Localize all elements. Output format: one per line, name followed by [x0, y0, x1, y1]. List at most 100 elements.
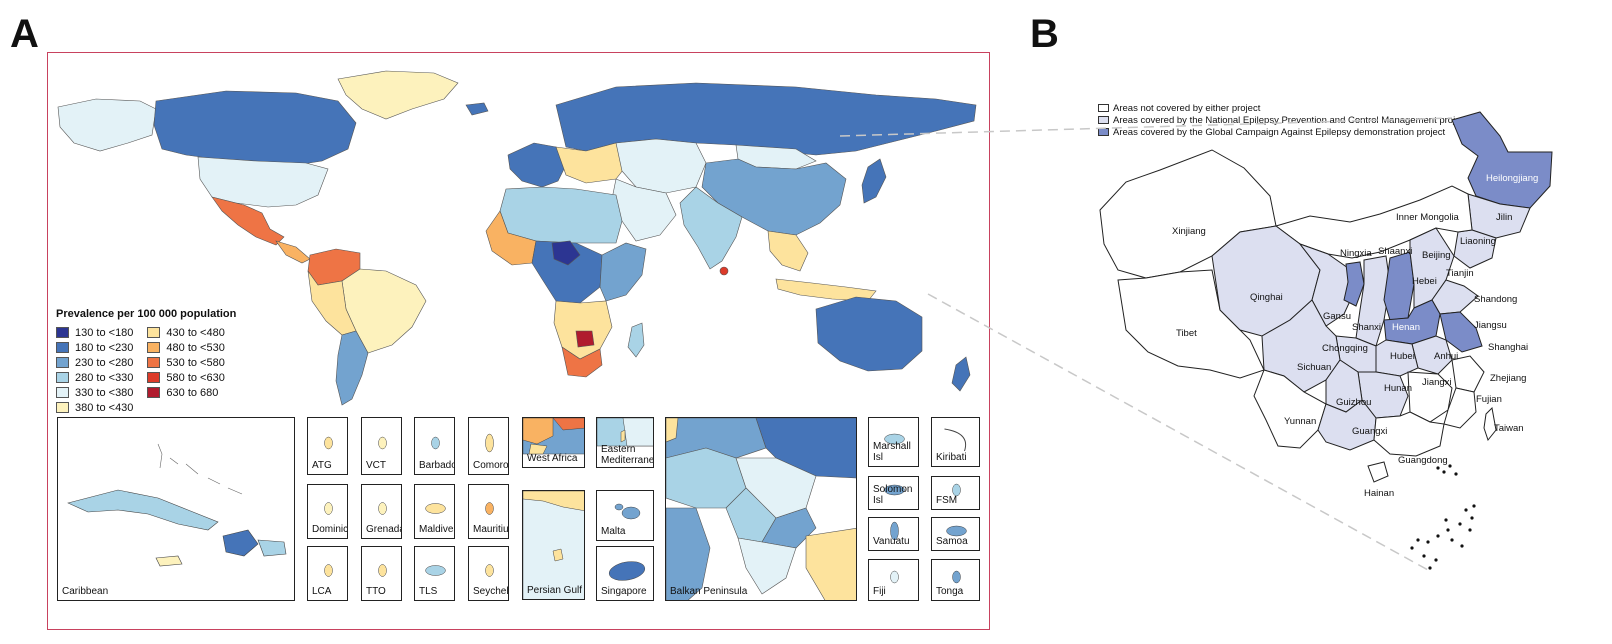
- province-guangdong: [1373, 411, 1445, 457]
- inset-persian-gulf: Persian Gulf: [522, 490, 585, 600]
- legend-swatch: [56, 387, 69, 398]
- legend-item: 230 to <280: [56, 356, 133, 369]
- province-label-liaoning: Liaoning: [1460, 236, 1496, 247]
- inset-label: Barbados: [419, 460, 454, 471]
- province-label-heilongjiang: Heilongjiang: [1486, 173, 1539, 184]
- province-label-taiwan: Taiwan: [1494, 423, 1524, 434]
- inset-label: Seychelles: [473, 586, 509, 597]
- region-greenland: [337, 70, 459, 120]
- inset-label: Dominica: [312, 524, 348, 535]
- province-label-hainan: Hainan: [1364, 488, 1395, 499]
- legend-swatch: [147, 372, 161, 383]
- legend-label: 480 to <530: [166, 341, 225, 354]
- inset-vct: VCT: [361, 417, 402, 475]
- province-label-inner-mongolia: Inner Mongolia: [1396, 212, 1459, 223]
- region-west-africa: [485, 210, 537, 266]
- inset-label: Solomon Isl: [873, 484, 913, 506]
- inset-comoros: Comoros: [468, 417, 509, 475]
- legend-label: 130 to <180: [75, 326, 134, 339]
- inset-seychelles: Seychelles: [468, 546, 509, 601]
- legend-swatch: [147, 357, 161, 368]
- legend-item: 180 to <230: [56, 341, 133, 354]
- legend-label: 230 to <280: [75, 356, 134, 369]
- inset-fiji: Fiji: [868, 559, 919, 601]
- inset-tls: TLS: [414, 546, 455, 601]
- region-iceland: [465, 102, 489, 116]
- inset-label: LCA: [312, 586, 332, 597]
- province-hainan: [1367, 461, 1389, 483]
- province-label-hebei: Hebei: [1412, 276, 1437, 287]
- inset-label: Malta: [601, 526, 626, 537]
- province-label-shanghai: Shanghai: [1488, 342, 1529, 353]
- legend-item: 130 to <180: [56, 326, 133, 339]
- region-usa: [197, 156, 329, 208]
- legend-swatch: [56, 372, 69, 383]
- province-inner-mongolia: [1274, 185, 1473, 259]
- province-label-hunan: Hunan: [1384, 383, 1412, 394]
- province-label-shanxi: Shanxi: [1352, 322, 1382, 333]
- legend-title: Prevalence per 100 000 population: [56, 308, 237, 320]
- legend-label: 280 to <330: [75, 371, 134, 384]
- region-madagascar: [627, 322, 645, 358]
- inset-label: Balkan Peninsula: [670, 586, 748, 597]
- province-label-tibet: Tibet: [1176, 328, 1197, 339]
- legend-label: 330 to <380: [75, 386, 134, 399]
- inset-mauritius: Mauritius: [468, 484, 509, 539]
- inset-label: VCT: [366, 460, 386, 471]
- region-india: [679, 186, 743, 270]
- province-label-ningxia: Ningxia: [1340, 248, 1372, 259]
- province-label-fujian: Fujian: [1476, 394, 1502, 405]
- inset-label: West Africa: [527, 453, 578, 464]
- legend-label: 430 to <480: [166, 326, 225, 339]
- province-label-zhejiang: Zhejiang: [1490, 373, 1527, 384]
- legend-item: 430 to <480: [147, 326, 225, 339]
- china-legend-item: Areas not covered by either project: [1098, 102, 1468, 114]
- region-south-africa: [561, 346, 603, 378]
- region-east-africa: [599, 242, 647, 302]
- legend-swatch: [147, 342, 161, 353]
- inset-malta: Malta: [596, 490, 654, 541]
- inset-tto: TTO: [361, 546, 402, 601]
- inset-label: Marshall Isl: [873, 441, 911, 463]
- province-label-qinghai: Qinghai: [1250, 292, 1283, 303]
- legend-label: 180 to <230: [75, 341, 134, 354]
- inset-label: Eastern Mediterranean: [601, 444, 654, 466]
- inset-caribbean: Caribbean: [57, 417, 295, 601]
- legend-swatch: [56, 342, 69, 353]
- province-label-tianjin: Tianjin: [1446, 268, 1474, 279]
- province-gansu: [1298, 242, 1357, 327]
- province-label-guangxi: Guangxi: [1352, 426, 1388, 437]
- inset-label: Fiji: [873, 586, 886, 597]
- legend-swatch: [147, 387, 161, 398]
- inset-label: Caribbean: [62, 586, 109, 597]
- south-china-sea-islands: [1410, 464, 1476, 570]
- region-sri-lanka: [719, 266, 729, 276]
- province-label-gansu: Gansu: [1323, 311, 1351, 322]
- legend-swatch: [56, 327, 69, 338]
- region-cameroon: [551, 240, 581, 266]
- region-lesotho: [575, 330, 595, 348]
- inset-vanuatu: Vanuatu: [868, 517, 919, 551]
- province-label-jiangsu: Jiangsu: [1474, 320, 1507, 331]
- province-label-anhui: Anhui: [1434, 351, 1459, 362]
- legend-label: 380 to <430: [75, 401, 134, 414]
- province-label-jilin: Jilin: [1496, 212, 1513, 223]
- legend-item: 630 to 680: [147, 386, 224, 399]
- legend-item: 580 to <630: [147, 371, 225, 384]
- province-label-beijing: Beijing: [1422, 250, 1451, 261]
- inset-lca: LCA: [307, 546, 348, 601]
- inset-label: TTO: [366, 586, 386, 597]
- legend-swatch: [147, 327, 161, 338]
- legend-label: Areas not covered by either project: [1113, 102, 1261, 114]
- inset-label: Singapore: [601, 586, 647, 597]
- inset-maldives: Maldives: [414, 484, 455, 539]
- panel-label-a: A: [10, 12, 39, 56]
- panel-label-b: B: [1030, 12, 1059, 56]
- province-label-chongqing: Chongqing: [1322, 343, 1368, 354]
- province-shanxi: [1383, 251, 1415, 321]
- inset-barbados: Barbados: [414, 417, 455, 475]
- province-label-shandong: Shandong: [1474, 294, 1518, 305]
- province-label-henan: Henan: [1392, 322, 1420, 333]
- region-japan: [861, 158, 887, 204]
